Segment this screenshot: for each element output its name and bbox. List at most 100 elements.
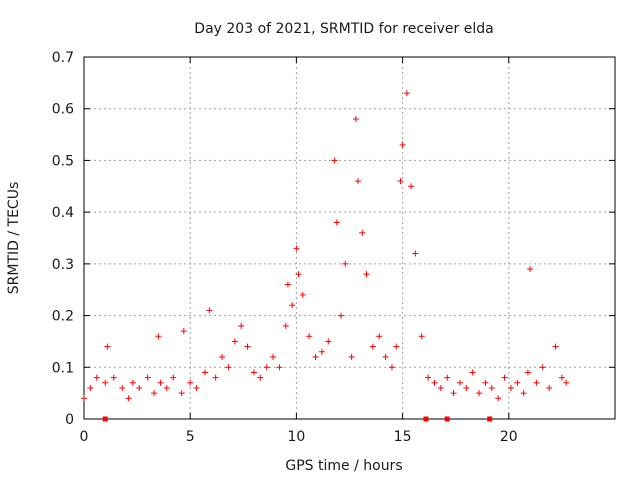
data-point: [110, 374, 117, 381]
data-point: [157, 379, 164, 386]
data-point: [403, 90, 410, 97]
data-point: [363, 271, 370, 278]
data-point: [507, 384, 514, 391]
y-tick-label: 0.4: [52, 205, 74, 221]
y-axis-label: SRMTID / TECUs: [6, 182, 22, 295]
data-point: [129, 379, 136, 386]
x-axis-label: GPS time / hours: [285, 458, 402, 474]
data-point: [482, 379, 489, 386]
data-point: [501, 374, 508, 381]
data-point: [155, 333, 162, 340]
data-point: [399, 141, 406, 148]
data-point: [187, 379, 194, 386]
y-tick-label: 0.1: [52, 360, 74, 376]
data-point: [250, 369, 257, 376]
y-tick-label: 0.3: [52, 257, 74, 273]
data-point: [354, 178, 361, 185]
y-tick-label: 0.5: [52, 153, 74, 169]
data-point: [81, 395, 87, 402]
gap-marker: [102, 416, 108, 422]
y-tick-label: 0: [65, 412, 74, 428]
data-point: [299, 291, 306, 298]
data-point: [244, 343, 251, 350]
data-point: [333, 219, 340, 226]
data-point: [450, 390, 457, 397]
data-point: [178, 390, 185, 397]
data-point: [412, 250, 419, 257]
data-point: [331, 157, 338, 164]
data-point: [282, 322, 289, 329]
data-point: [257, 374, 264, 381]
data-point: [225, 364, 232, 371]
x-tick-label: 10: [287, 429, 305, 445]
data-point: [170, 374, 177, 381]
data-point: [527, 266, 534, 273]
data-point: [533, 379, 540, 386]
data-point: [276, 364, 283, 371]
data-point: [469, 369, 476, 376]
data-point: [359, 229, 366, 236]
data-point: [306, 333, 313, 340]
data-point: [295, 271, 302, 278]
y-tick-label: 0.7: [52, 50, 74, 66]
data-point: [552, 343, 559, 350]
data-point: [102, 379, 109, 386]
data-point: [136, 384, 143, 391]
data-point: [456, 379, 463, 386]
data-point: [219, 353, 226, 360]
data-point: [425, 374, 432, 381]
data-point: [393, 343, 400, 350]
data-point: [352, 116, 359, 123]
data-point: [284, 281, 291, 288]
data-point: [397, 178, 404, 185]
data-point: [87, 384, 94, 391]
data-point: [408, 183, 415, 190]
data-point: [318, 348, 325, 355]
data-point: [382, 353, 389, 360]
data-point: [193, 384, 200, 391]
data-point: [437, 384, 444, 391]
data-point: [263, 364, 270, 371]
data-point: [325, 338, 332, 345]
gap-marker: [487, 416, 493, 422]
data-point: [202, 369, 209, 376]
data-point: [348, 353, 355, 360]
data-point: [476, 390, 483, 397]
axis-ticks: 0 0.1 0.2 0.3 0.4 0.5 0.6 0.7 0 5 10 15 20: [52, 50, 615, 445]
data-point: [163, 384, 170, 391]
data-point: [546, 384, 553, 391]
data-point: [539, 364, 546, 371]
data-point: [293, 245, 300, 252]
data-point: [238, 322, 245, 329]
x-tick-label: 20: [500, 429, 518, 445]
data-point: [488, 384, 495, 391]
x-tick-label: 15: [394, 429, 412, 445]
data-point: [369, 343, 376, 350]
y-tick-label: 0.2: [52, 309, 74, 325]
data-point: [93, 374, 100, 381]
chart-title: Day 203 of 2021, SRMTID for receiver eld…: [194, 21, 493, 37]
data-marks: [81, 90, 570, 422]
data-point: [376, 333, 383, 340]
data-point: [524, 369, 531, 376]
data-point: [125, 395, 132, 402]
x-tick-label: 5: [186, 429, 195, 445]
data-point: [151, 390, 158, 397]
data-point: [212, 374, 219, 381]
data-point: [206, 307, 213, 314]
data-point: [342, 260, 349, 267]
data-point: [104, 343, 111, 350]
data-point: [463, 384, 470, 391]
grid: [84, 57, 615, 419]
data-point: [563, 379, 570, 386]
data-point: [388, 364, 395, 371]
data-point: [418, 333, 425, 340]
x-tick-label: 0: [80, 429, 89, 445]
data-point: [231, 338, 238, 345]
data-point: [520, 390, 527, 397]
y-tick-label: 0.6: [52, 102, 74, 118]
data-point: [180, 328, 187, 335]
data-point: [270, 353, 277, 360]
gap-marker: [444, 416, 450, 422]
